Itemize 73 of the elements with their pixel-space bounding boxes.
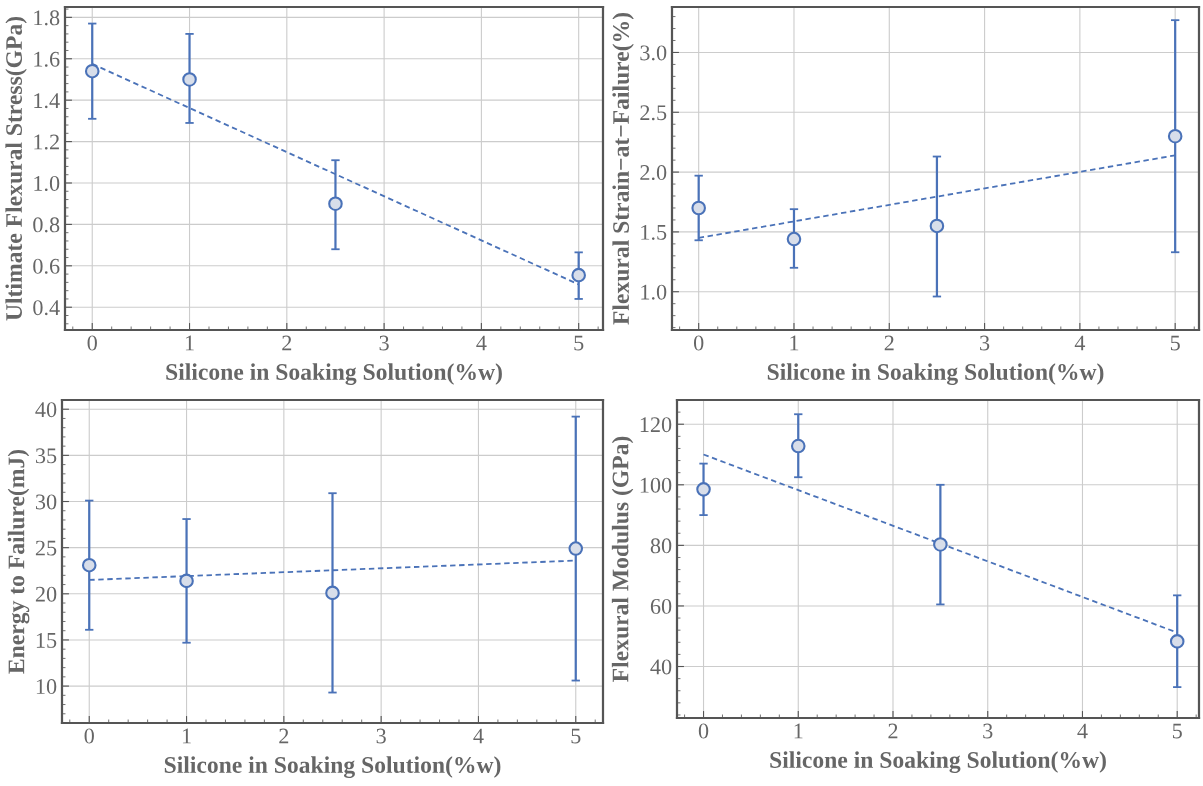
x-tick-label: 1 <box>185 335 194 351</box>
point <box>933 537 948 552</box>
point <box>691 200 706 216</box>
y-tick-label: 100 <box>640 477 672 493</box>
x-tick-label: 2 <box>888 723 898 739</box>
point <box>179 573 194 589</box>
y-tick-label: 3.0 <box>640 45 667 61</box>
y-tick-label: 80 <box>650 538 672 554</box>
point <box>571 267 586 283</box>
y-tick-label: 2.5 <box>640 105 667 121</box>
point <box>929 218 945 234</box>
y-tick-label: 60 <box>650 598 672 614</box>
y-tick-label: 30 <box>35 494 57 510</box>
x-axis-title: Silicone in Soaking Solution(%w) <box>164 756 501 778</box>
y-tick-label: 1.6 <box>34 51 60 67</box>
y-axis-title: Flexural Strain−at−Failure(%) <box>612 13 634 325</box>
x-tick-label: 5 <box>1170 335 1180 351</box>
y-tick-label: 0.8 <box>33 217 60 233</box>
point <box>786 231 802 247</box>
point <box>182 72 197 87</box>
x-tick-label: 2 <box>282 335 292 351</box>
y-tick-label: 0.6 <box>33 258 60 274</box>
y-tick-label: 1.5 <box>641 224 667 240</box>
x-tick-label: 5 <box>574 335 584 351</box>
x-tick-label: 1 <box>182 728 191 744</box>
y-tick-label: 1.4 <box>34 93 60 109</box>
y-axis-title: Energy to Failure(mJ) <box>7 449 30 674</box>
x-tick-label: 0 <box>84 728 94 744</box>
y-tick-label: 0.4 <box>33 300 60 316</box>
x-tick-label: 0 <box>87 335 97 351</box>
y-tick-label: 35 <box>35 448 57 464</box>
y-tick-label: 2.0 <box>640 165 667 181</box>
x-axis-title: Silicone in Soaking Solution(%w) <box>770 751 1106 773</box>
y-tick-label: 1.0 <box>641 284 667 300</box>
y-tick-label: 1.8 <box>34 10 60 26</box>
y-tick-label: 20 <box>35 586 57 602</box>
x-tick-label: 3 <box>376 728 386 744</box>
x-tick-label: 2 <box>884 335 894 351</box>
x-tick-label: 5 <box>571 728 581 744</box>
x-axis-title: Silicone in Soaking Solution(%w) <box>767 363 1104 385</box>
y-axis-title: Flexural Modulus (GPa) <box>611 436 634 682</box>
point <box>1167 128 1183 144</box>
point <box>325 585 340 601</box>
point <box>81 557 97 573</box>
y-axis-title: Ultimate Flexural Stress(GPa) <box>5 16 27 321</box>
y-tick-label: 1.0 <box>34 175 60 192</box>
point <box>1169 634 1185 649</box>
point <box>84 63 100 79</box>
x-tick-label: 4 <box>1077 723 1088 739</box>
x-tick-label: 1 <box>790 335 799 351</box>
x-tick-label: 3 <box>983 723 993 739</box>
point <box>568 541 584 556</box>
x-tick-label: 4 <box>1074 335 1086 351</box>
x-tick-label: 4 <box>476 335 487 351</box>
point <box>696 482 711 497</box>
point <box>328 196 343 211</box>
point <box>790 438 806 454</box>
y-tick-label: 1.2 <box>34 134 59 150</box>
x-tick-label: 5 <box>1172 723 1182 739</box>
x-tick-label: 4 <box>473 728 484 744</box>
x-tick-label: 3 <box>379 335 389 351</box>
x-tick-label: 3 <box>980 335 990 351</box>
y-tick-label: 15 <box>36 632 57 648</box>
y-tick-label: 10 <box>36 679 57 695</box>
x-tick-label: 1 <box>794 723 803 739</box>
y-tick-label: 120 <box>640 417 672 433</box>
y-tick-label: 25 <box>35 540 57 556</box>
x-axis-title: Silicone in Soaking Solution(%w) <box>166 363 502 385</box>
x-tick-label: 0 <box>693 335 704 351</box>
x-tick-label: 2 <box>279 728 289 744</box>
y-tick-label: 40 <box>650 659 672 675</box>
x-tick-label: 0 <box>698 723 709 739</box>
y-tick-label: 40 <box>35 402 57 418</box>
